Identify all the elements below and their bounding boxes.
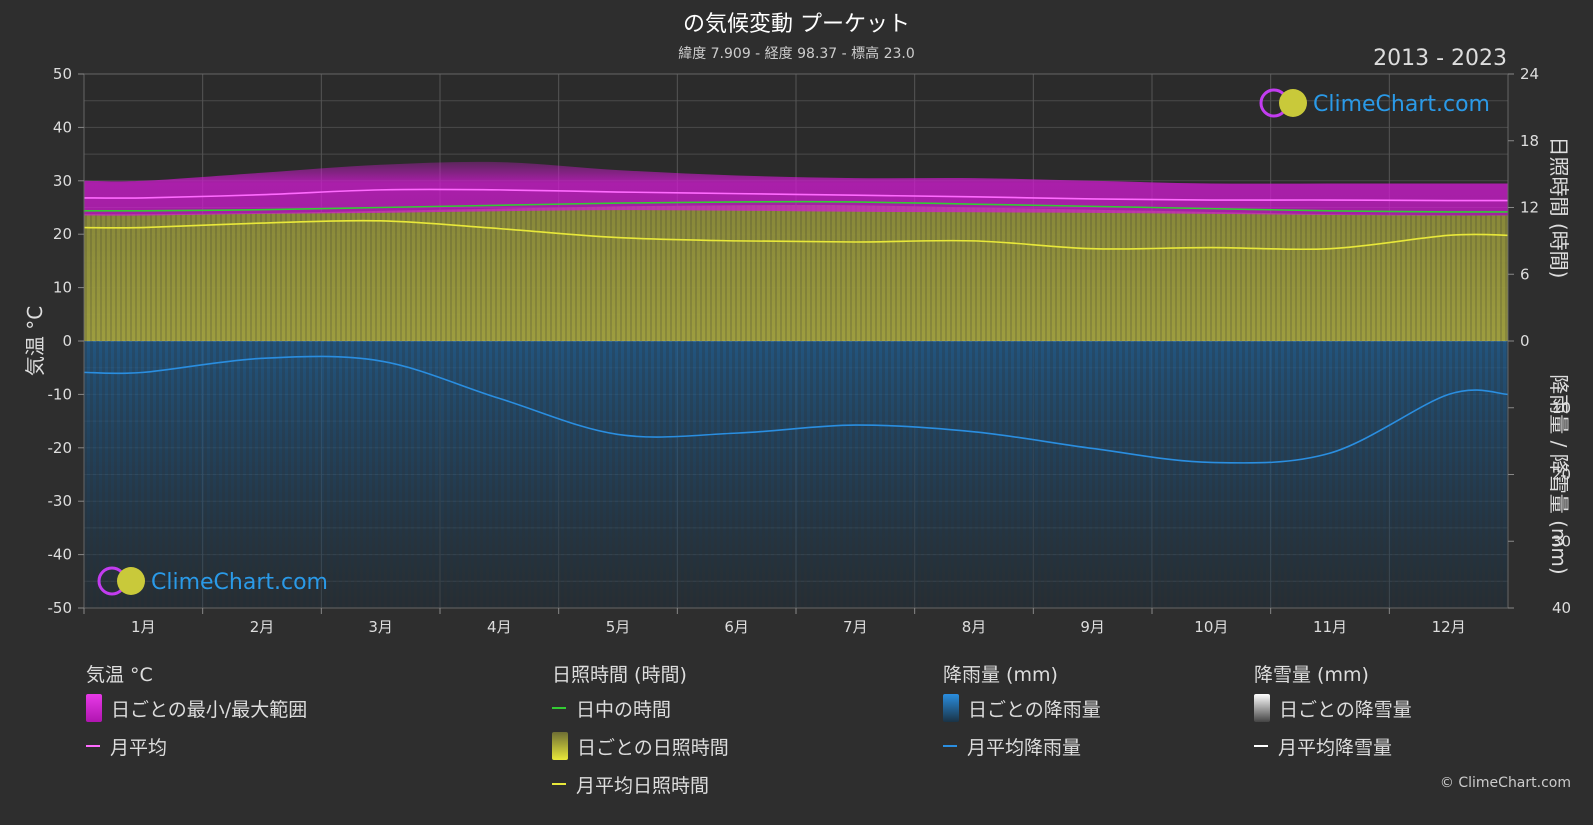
y-right-top-tick-label: 6 <box>1520 265 1530 283</box>
temp-range-swatch <box>86 694 102 722</box>
legend-label: 月平均降雨量 <box>967 736 1082 759</box>
daylight-swatch <box>552 707 566 709</box>
watermark-sun-icon <box>1279 89 1307 117</box>
chart-subtitle: 緯度 7.909 - 経度 98.37 - 標高 23.0 <box>678 46 915 62</box>
legend-label: 日中の時間 <box>576 698 672 721</box>
daylight-line <box>83 200 1509 213</box>
legend-item-temp-range: 日ごとの最小/最大範囲 <box>86 694 308 722</box>
x-tick-label: 12月 <box>1432 618 1466 636</box>
temp-avg-swatch <box>86 745 100 747</box>
legend-label: 月平均日照時間 <box>576 774 710 797</box>
temp-avg-line <box>83 188 1509 202</box>
y-right-bottom-tick-label: 40 <box>1552 599 1571 617</box>
rain-avg-swatch <box>943 745 957 747</box>
legend-snow-header: 降雪量 (mm) <box>1254 664 1369 686</box>
x-tick-label: 8月 <box>962 618 987 636</box>
sunshine-avg-line <box>83 219 1509 251</box>
legend-temperature-header: 気温 °C <box>86 664 153 686</box>
x-tick-label: 4月 <box>487 618 512 636</box>
legend-label: 日ごとの降雨量 <box>968 698 1101 721</box>
legend-label: 月平均降雪量 <box>1278 736 1393 759</box>
daily-sunshine-swatch <box>552 732 568 760</box>
x-tick-label: 7月 <box>843 618 868 636</box>
data-lines <box>83 188 1509 464</box>
y-left-tick-label: 0 <box>62 332 72 350</box>
y-right-bottom-axis-title: 降雨量 / 降雪量 (mm) <box>1547 374 1571 574</box>
temp-range-band <box>84 161 1508 216</box>
watermark-text: ClimeChart.com <box>1313 92 1490 117</box>
legend-label: 月平均 <box>110 736 168 759</box>
watermark-bottom-left: ClimeChart.com <box>97 566 328 596</box>
y-right-bottom-tick-label: 30 <box>1552 532 1571 550</box>
daily-sunshine-texture <box>84 205 1508 341</box>
watermark-top-right: ClimeChart.com <box>1259 88 1490 118</box>
y-right-bottom-tick-label: 10 <box>1552 399 1571 417</box>
legend-label: 日ごとの日照時間 <box>577 736 729 759</box>
legend-label: 日ごとの最小/最大範囲 <box>111 698 308 721</box>
y-left-tick-label: 20 <box>53 225 72 243</box>
chart-title: の気候変動 プーケット <box>683 12 910 37</box>
x-tick-label: 3月 <box>368 618 393 636</box>
x-tick-label: 6月 <box>724 618 749 636</box>
y-right-top-axis-title: 日照時間 (時間) <box>1547 137 1571 279</box>
legend-sunshine-header: 日照時間 (時間) <box>552 664 687 686</box>
y-right-top-tick-label: 18 <box>1520 132 1539 150</box>
y-right-top-tick-label: 12 <box>1520 199 1539 217</box>
copyright: © ClimeChart.com <box>1439 775 1571 791</box>
legend-item-rain-avg: 月平均降雨量 <box>943 734 1101 759</box>
legend-item-snow-avg: 月平均降雪量 <box>1254 734 1412 759</box>
x-tick-label: 10月 <box>1194 618 1228 636</box>
axes: 50 40 30 20 10 0 -10 -20 -30 -40 -50 24 18 12 6 0 10 20 30… <box>23 65 1571 636</box>
legend-item-daily-sunshine: 日ごとの日照時間 <box>552 732 729 760</box>
legend-snow: 降雪量 (mm) 日ごとの降雪量 月平均降雪量 <box>1254 660 1412 772</box>
legend-item-temp-avg: 月平均 <box>86 734 307 759</box>
legend-sunshine: 日照時間 (時間) 日中の時間 日ごとの日照時間 月平均日照時間 <box>552 660 729 810</box>
y-left-tick-label: -20 <box>48 439 73 457</box>
legend-rain: 降雨量 (mm) 日ごとの降雨量 月平均降雨量 <box>943 660 1101 772</box>
year-range: 2013 - 2023 <box>1373 46 1507 71</box>
rain-avg-line <box>83 355 1509 464</box>
data-areas <box>84 161 1508 608</box>
x-tick-label: 5月 <box>606 618 631 636</box>
x-tick-label: 1月 <box>131 618 156 636</box>
legend-item-daily-rain: 日ごとの降雨量 <box>943 694 1101 722</box>
climate-chart: 50 40 30 20 10 0 -10 -20 -30 -40 -50 24 18 12 6 0 10 20 30… <box>23 65 1571 636</box>
watermark-sun-icon <box>117 567 145 595</box>
daily-snow-swatch <box>1254 694 1270 722</box>
x-tick-label: 9月 <box>1080 618 1105 636</box>
y-left-axis-title: 気温 °C <box>23 306 47 376</box>
y-left-tick-label: 10 <box>53 279 72 297</box>
y-left-tick-label: -10 <box>48 385 73 403</box>
y-left-tick-label: 30 <box>53 172 72 190</box>
x-tick-label: 2月 <box>250 618 275 636</box>
watermark-text: ClimeChart.com <box>151 570 328 595</box>
daily-rain-texture <box>84 341 1508 608</box>
legend-label: 日ごとの降雪量 <box>1279 698 1412 721</box>
y-left-tick-label: 40 <box>53 118 72 136</box>
y-left-tick-label: 50 <box>53 65 72 83</box>
watermarks: ClimeChart.com ClimeChart.com <box>97 88 1490 596</box>
y-right-bottom-tick-label: 20 <box>1552 466 1571 484</box>
legend-temperature: 気温 °C 日ごとの最小/最大範囲 月平均 <box>86 660 307 772</box>
x-tick-label: 11月 <box>1313 618 1347 636</box>
y-left-tick-label: -40 <box>48 546 73 564</box>
y-left-tick-label: -50 <box>48 599 73 617</box>
daily-rain-swatch <box>943 694 959 722</box>
y-left-tick-label: -30 <box>48 492 73 510</box>
sunshine-avg-swatch <box>552 783 566 785</box>
y-right-top-tick-label: 0 <box>1520 332 1530 350</box>
legend-item-daylight: 日中の時間 <box>552 696 729 721</box>
y-right-top-tick-label: 24 <box>1520 65 1539 83</box>
legend-item-daily-snow: 日ごとの降雪量 <box>1254 694 1412 722</box>
legend-rain-header: 降雨量 (mm) <box>943 664 1058 686</box>
legend-item-sunshine-avg: 月平均日照時間 <box>552 772 729 797</box>
snow-avg-swatch <box>1254 745 1268 747</box>
